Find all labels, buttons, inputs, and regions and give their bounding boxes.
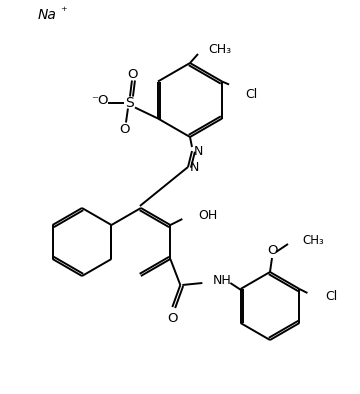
Text: CH₃: CH₃ bbox=[302, 234, 324, 247]
Text: CH₃: CH₃ bbox=[208, 43, 231, 56]
Text: ⁺: ⁺ bbox=[60, 4, 67, 17]
Text: O: O bbox=[267, 243, 277, 256]
Text: N: N bbox=[193, 145, 203, 158]
Text: O: O bbox=[167, 312, 177, 325]
Text: N: N bbox=[189, 160, 199, 173]
Text: Cl: Cl bbox=[325, 290, 338, 303]
Text: S: S bbox=[126, 95, 134, 110]
Text: O: O bbox=[128, 68, 138, 81]
Text: OH: OH bbox=[198, 208, 217, 221]
Text: O: O bbox=[120, 123, 130, 136]
Text: NH: NH bbox=[212, 273, 231, 286]
Text: ⁻O: ⁻O bbox=[91, 94, 109, 107]
Text: Cl: Cl bbox=[245, 88, 257, 101]
Text: Na: Na bbox=[38, 8, 57, 22]
